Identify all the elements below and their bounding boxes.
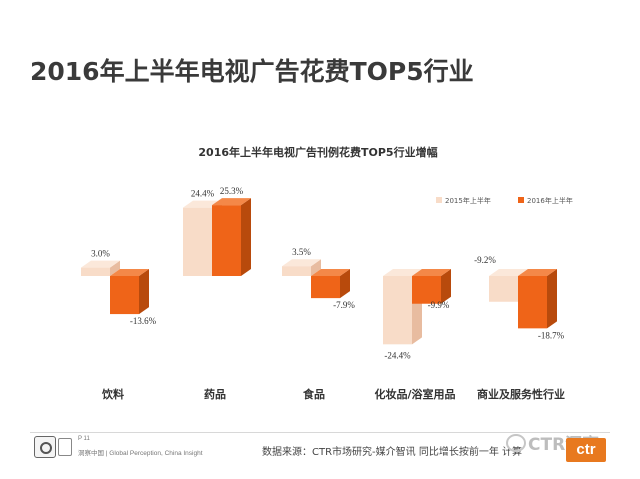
wechat-icon: [506, 434, 526, 452]
bar-2015-2: [282, 259, 321, 276]
bar-2016-3: [412, 269, 451, 304]
bar-2016-2: [311, 269, 350, 299]
legend-swatch-1: [518, 197, 524, 203]
legend-label-1: 2016年上半年: [527, 196, 573, 205]
value-label-2016-0: -13.6%: [130, 316, 157, 326]
value-label-2015-2: 3.5%: [292, 247, 311, 257]
value-label-2016-2: -7.9%: [333, 300, 355, 310]
value-label-2016-3: -9.9%: [428, 300, 450, 310]
value-label-2015-4: -9.2%: [474, 255, 496, 265]
legend-label-0: 2015年上半年: [445, 196, 491, 205]
bars-group: [81, 198, 557, 345]
footer-tagline: 洞察中国 | Global Perception, China Insight: [78, 450, 203, 457]
bar-2016-4: [518, 269, 557, 329]
page-number: P 11: [78, 436, 90, 442]
page-title: 2016年上半年电视广告花费TOP5行业: [30, 57, 474, 86]
seal-logo-icon: [34, 436, 56, 458]
ctr-logo: ctr: [566, 438, 606, 462]
value-labels-group: 3.0% -13.6% 24.4% 25.3% 3.5% -7.9% -24.4% -9.9%…: [91, 186, 564, 360]
value-label-2015-0: 3.0%: [91, 249, 110, 259]
value-label-2016-4: -18.7%: [538, 330, 565, 340]
legend: 2015年上半年 2016年上半年: [436, 196, 573, 205]
legend-item-2015: 2015年上半年: [436, 196, 491, 205]
category-labels-group: 饮料 药品 食品 化妆品/浴室用品 商业及服务性行业: [101, 387, 565, 401]
value-label-2015-1: 24.4%: [191, 189, 215, 199]
footer-divider: [30, 432, 610, 433]
bar-2015-0: [81, 260, 120, 276]
chart-title: 2016年上半年电视广告刊例花费TOP5行业增幅: [198, 145, 437, 159]
category-label-1: 药品: [204, 387, 226, 401]
value-label-2016-1: 25.3%: [220, 186, 244, 196]
value-label-2015-3: -24.4%: [384, 350, 411, 360]
category-label-4: 商业及服务性行业: [477, 387, 565, 401]
data-source-note: 数据来源：CTR市场研究-媒介智讯 同比增长按前一年 计算: [262, 447, 523, 458]
legend-swatch-0: [436, 197, 442, 203]
category-label-0: 饮料: [101, 387, 124, 401]
bar-2016-1: [212, 198, 251, 276]
bar-2016-0: [110, 269, 149, 315]
category-label-2: 食品: [303, 387, 325, 401]
brand-mark-icon: [58, 438, 72, 456]
legend-item-2016: 2016年上半年: [518, 196, 573, 205]
category-label-3: 化妆品/浴室用品: [374, 387, 455, 401]
